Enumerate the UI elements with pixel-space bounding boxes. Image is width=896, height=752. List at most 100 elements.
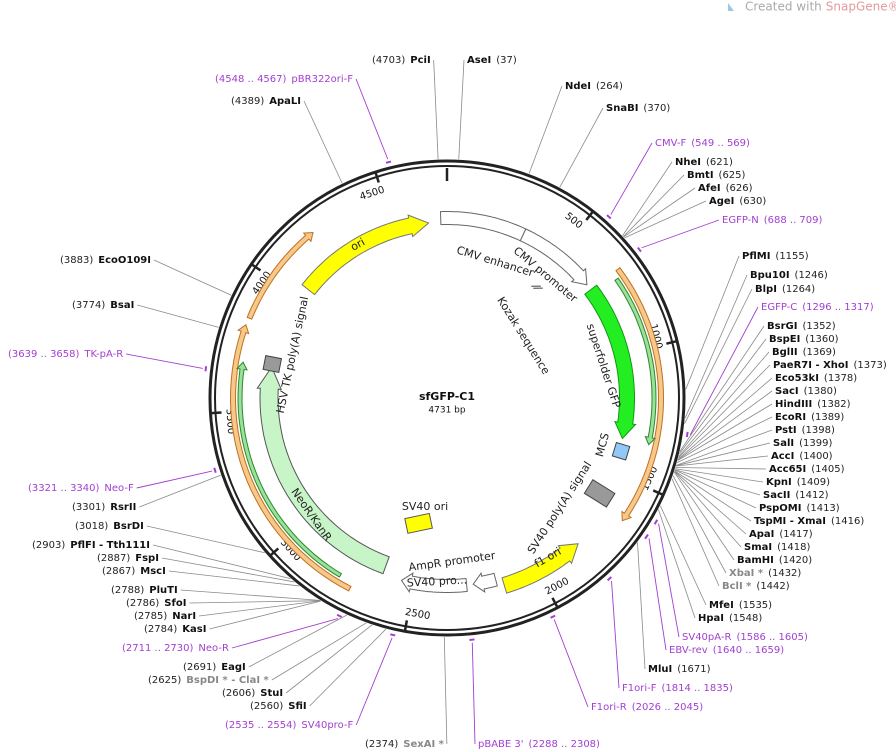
site-position: (688 .. 709) bbox=[764, 215, 823, 226]
site-position: (1586 .. 1605) bbox=[736, 632, 808, 643]
feature-label: NeoR/KanR bbox=[288, 486, 334, 544]
feature-shape bbox=[519, 228, 588, 286]
enzyme-leader bbox=[676, 416, 773, 464]
enzyme-name: BspEI bbox=[769, 334, 800, 345]
primer-mark bbox=[637, 246, 642, 253]
site-position: (1418) bbox=[777, 542, 810, 553]
enzyme-name: TspMI - XmaI bbox=[754, 516, 826, 527]
enzyme-leader bbox=[153, 259, 232, 296]
enzyme-leader bbox=[139, 474, 221, 508]
site-position: (2788) bbox=[111, 585, 144, 596]
enzyme-leader bbox=[674, 469, 757, 509]
enzyme-name: NheI bbox=[675, 157, 701, 168]
primer-leader bbox=[471, 642, 476, 745]
enzyme-leader bbox=[671, 478, 720, 587]
enzyme-name: BsrDI bbox=[113, 521, 144, 532]
tick-mark bbox=[251, 263, 262, 272]
site-position: (4703) bbox=[372, 55, 405, 66]
primer-mark bbox=[550, 614, 556, 619]
enzyme-name: Eco53kI bbox=[775, 373, 819, 384]
enzyme-name: MscI bbox=[140, 566, 166, 577]
enzyme-name: PstI bbox=[775, 425, 797, 436]
enzyme-name: MluI bbox=[648, 664, 672, 675]
primer-leader bbox=[610, 142, 653, 215]
watermark-icon bbox=[728, 3, 734, 11]
tick-mark bbox=[211, 411, 222, 415]
site-position: (621) bbox=[706, 157, 733, 168]
enzyme-leader bbox=[209, 600, 321, 630]
enzyme-leader bbox=[674, 471, 742, 548]
primer-leader bbox=[648, 538, 667, 651]
leader-lines bbox=[126, 59, 773, 745]
primer-mark bbox=[385, 160, 392, 164]
feature-shape bbox=[611, 441, 631, 461]
site-position: (2625) bbox=[148, 675, 181, 686]
enzyme-name: SfiI bbox=[288, 701, 306, 712]
site-position: (1373) bbox=[854, 360, 887, 371]
enzyme-name: ApaLI bbox=[269, 96, 301, 107]
enzyme-name: Acc65I bbox=[769, 464, 806, 475]
enzyme-name: BmtI bbox=[687, 170, 714, 181]
site-position: (1369) bbox=[803, 347, 836, 358]
enzyme-name: SexAI * bbox=[403, 739, 444, 750]
site-position: (1389) bbox=[811, 412, 844, 423]
site-position: (630) bbox=[739, 196, 766, 207]
enzyme-leader bbox=[528, 85, 563, 174]
site-position: (1246) bbox=[795, 270, 828, 281]
feature-shape bbox=[256, 366, 390, 575]
site-position: (1814 .. 1835) bbox=[661, 683, 733, 694]
enzyme-name: EagI bbox=[221, 662, 245, 673]
primer-name: TK-pA-R bbox=[83, 349, 123, 360]
enzyme-leader bbox=[672, 475, 727, 574]
site-position: (1412) bbox=[795, 490, 828, 501]
site-position: (1409) bbox=[797, 477, 830, 488]
feature-shape bbox=[301, 214, 430, 296]
enzyme-leader bbox=[309, 628, 387, 707]
site-position: (2535 .. 2554) bbox=[225, 720, 297, 731]
feature-shape bbox=[262, 355, 283, 374]
site-position: (2560) bbox=[250, 701, 283, 712]
enzyme-name: PciI bbox=[410, 55, 430, 66]
site-position: (4389) bbox=[231, 96, 264, 107]
enzyme-name: BglII bbox=[772, 347, 798, 358]
enzyme-name: HpaI bbox=[698, 613, 724, 624]
enzyme-name: NdeI bbox=[565, 81, 591, 92]
tick-mark bbox=[585, 211, 594, 221]
primer-leader bbox=[136, 470, 213, 489]
feature-label: SV40 pro... bbox=[407, 573, 468, 589]
enzyme-leader bbox=[637, 542, 646, 670]
primer-name: pBABE 3' bbox=[478, 739, 524, 750]
enzyme-leader bbox=[168, 570, 300, 587]
site-position: (1535) bbox=[739, 600, 772, 611]
primer-name: SV40pA-R bbox=[682, 632, 731, 643]
backbone-inner bbox=[214, 165, 680, 631]
site-position: (1360) bbox=[805, 334, 838, 345]
annotation-arc bbox=[229, 323, 352, 592]
enzyme-name: PaeR7I - XhoI bbox=[773, 360, 849, 371]
enzyme-leader bbox=[189, 600, 321, 604]
enzyme-leader bbox=[303, 100, 343, 184]
feature-label: Kozak sequence bbox=[494, 295, 552, 377]
enzyme-leader bbox=[674, 470, 752, 522]
tick-label: 500 bbox=[563, 211, 585, 231]
enzyme-name: PflMI bbox=[742, 251, 770, 262]
site-position: (1432) bbox=[768, 568, 801, 579]
backbone-outer bbox=[208, 159, 686, 637]
feature-shape bbox=[404, 512, 433, 534]
enzyme-leader bbox=[623, 174, 685, 237]
site-position: (1352) bbox=[802, 321, 835, 332]
feature-label: HSV TK poly(A) signal bbox=[274, 295, 311, 414]
site-position: (3774) bbox=[72, 300, 105, 311]
site-position: (2606) bbox=[222, 688, 255, 699]
feature-shape bbox=[501, 543, 579, 594]
enzyme-leader bbox=[675, 467, 767, 470]
site-position: (2785) bbox=[134, 611, 167, 622]
site-position: (1442) bbox=[756, 581, 789, 592]
enzyme-leader bbox=[622, 161, 673, 237]
enzyme-name: ApaI bbox=[749, 529, 774, 540]
primer-leader bbox=[126, 353, 203, 369]
primer-mark bbox=[469, 638, 475, 641]
primer-leader bbox=[689, 306, 759, 436]
enzyme-leader bbox=[684, 274, 748, 419]
feature-shape bbox=[400, 572, 468, 594]
